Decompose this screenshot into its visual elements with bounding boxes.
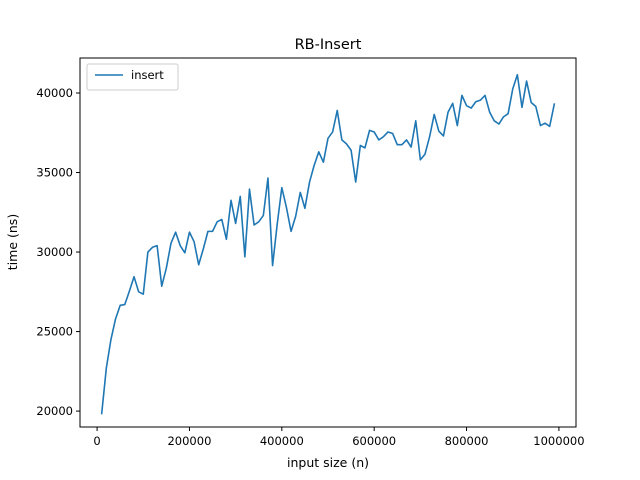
plot-area [79,57,577,428]
y-tick-label: 35000 [36,166,73,180]
x-tick-label: 600000 [352,434,396,448]
legend: insert [86,63,179,91]
x-tick-label: 1000000 [533,434,584,448]
y-tick-label: 40000 [36,86,73,100]
x-tick-label: 800000 [445,434,489,448]
plot-frame [79,57,577,428]
y-axis-title: time (ns) [5,214,20,270]
x-axis-title: input size (n) [287,455,369,470]
chart-title: RB-Insert [295,37,362,53]
x-tick-label: 400000 [260,434,304,448]
legend-label-insert: insert [131,68,164,82]
x-tick-label: 0 [93,434,100,448]
y-tick-label: 30000 [36,245,73,259]
legend-box [86,63,179,91]
y-axis: 20000 25000 30000 35000 40000 [36,86,80,418]
series-line-insert [100,73,556,415]
y-tick-label: 20000 [36,404,73,418]
x-tick-label: 200000 [167,434,211,448]
y-tick-label: 25000 [36,325,73,339]
x-axis: 0 200000 400000 600000 800000 1000000 [93,427,585,448]
